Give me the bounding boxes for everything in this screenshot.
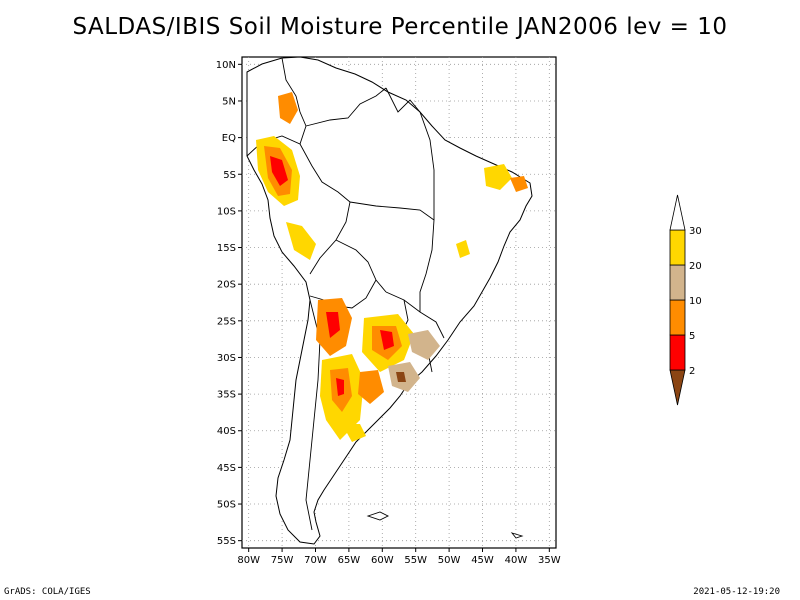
colorbar-label: 30 [689, 226, 702, 237]
lat-tick-label: 50S [217, 500, 236, 511]
lon-tick-label: 45W [471, 555, 494, 566]
lon-tick-label: 65W [338, 555, 361, 566]
lat-tick-label: EQ [222, 133, 236, 144]
bolivia-patch-red [326, 312, 340, 338]
colorbar-min-arrow [669, 369, 686, 406]
lat-tick-label: 40S [217, 426, 236, 437]
lat-tick-label: 10S [217, 206, 236, 217]
lat-tick-label: 20S [217, 280, 236, 291]
lon-tick-label: 55W [404, 555, 427, 566]
argentina-patch-red [336, 378, 344, 396]
colorbar-segment [669, 299, 686, 336]
lon-tick-label: 70W [304, 555, 327, 566]
lon-tick-label: 80W [237, 555, 260, 566]
lat-tick-label: 5N [222, 96, 236, 107]
paraguay-patch-red [380, 330, 394, 350]
lon-tick-label: 40W [505, 555, 528, 566]
longitude-labels: 80W 75W 70W 65W 60W 55W 50W 45W 40W 35W [237, 548, 561, 566]
lon-tick-label: 75W [271, 555, 294, 566]
lat-tick-label: 15S [217, 243, 236, 254]
peru-south-patch [286, 222, 316, 260]
colorbar: 2 5 10 20 30 [669, 194, 702, 406]
patagonia-patch [342, 424, 366, 442]
northeast-brazil-patch [484, 164, 512, 190]
south-america-outline [246, 57, 533, 545]
northeast-brazil-patch-2 [510, 176, 528, 192]
lat-tick-label: 30S [217, 353, 236, 364]
footer-credit: GrADS: COLA/IGES [4, 587, 91, 597]
lat-tick-label: 35S [217, 390, 236, 401]
lat-tick-label: 25S [217, 316, 236, 327]
lat-tick-label: 55S [217, 536, 236, 547]
colorbar-segment [669, 334, 686, 371]
pampas-patch [358, 370, 384, 404]
footer-timestamp: 2021-05-12-19:20 [693, 587, 780, 597]
colorbar-label: 20 [689, 261, 702, 272]
colorbar-label: 10 [689, 296, 702, 307]
lon-tick-label: 35W [538, 555, 561, 566]
colorbar-segment [669, 264, 686, 301]
lat-tick-label: 10N [216, 60, 236, 71]
map-title: SALDAS/IBIS Soil Moisture Percentile JAN… [72, 14, 728, 40]
central-brazil-patch [456, 240, 470, 258]
colorbar-label: 5 [689, 331, 695, 342]
soil-moisture-patches [256, 92, 528, 442]
colorbar-label: 2 [689, 366, 695, 377]
latitude-labels: 10N 5N EQ 5S 10S 15S 20S 25S 30S 35S 40S 45S 50S 55S [216, 60, 242, 547]
falkland-islands [366, 511, 390, 521]
south-brazil-patch [408, 330, 440, 360]
lon-tick-label: 60W [371, 555, 394, 566]
lat-tick-label: 5S [223, 170, 236, 181]
lat-tick-label: 45S [217, 463, 236, 474]
uruguay-patch-brown [396, 372, 406, 382]
peru-patch-red [270, 156, 288, 186]
south-georgia-island [510, 532, 524, 539]
colorbar-segment [669, 229, 686, 266]
colombia-patch [278, 92, 298, 124]
colorbar-max-arrow [669, 194, 686, 231]
lon-tick-label: 50W [438, 555, 461, 566]
